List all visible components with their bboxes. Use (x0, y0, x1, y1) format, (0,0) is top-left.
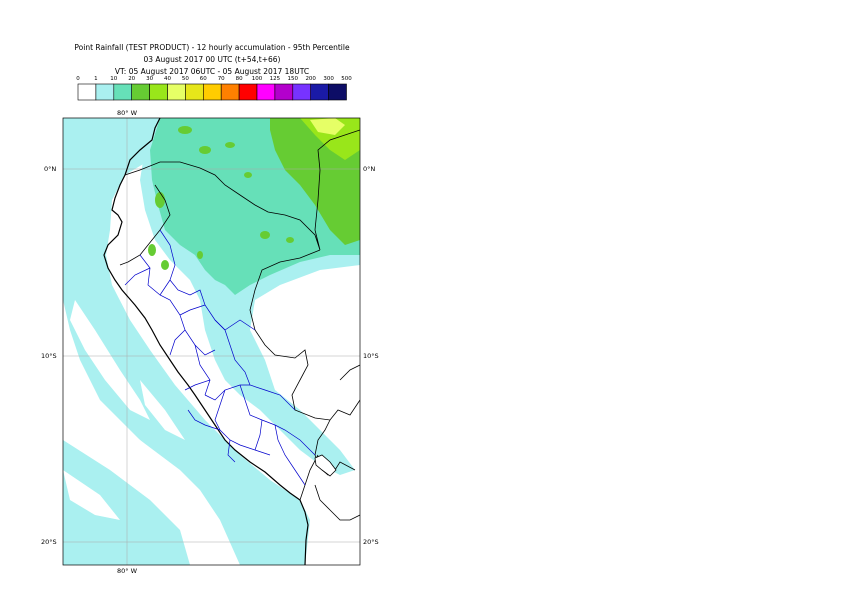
validity-time: VT: 05 August 2017 06UTC - 05 August 201… (114, 67, 310, 76)
lon-label-top: 80° W (117, 109, 138, 117)
land-rainfall-30 (300, 118, 360, 160)
map-title: Point Rainfall (TEST PRODUCT) - 12 hourl… (74, 43, 350, 52)
land-rainfall-40 (310, 118, 345, 135)
lon-label-bottom: 80° W (117, 567, 138, 575)
ocean-rainfall-area (63, 118, 310, 565)
lat-label-left-10: 10°S (41, 352, 57, 360)
lat-label-left-20: 20°S (41, 538, 57, 546)
lat-label-right-0: 0°N (363, 165, 376, 173)
admin-boundaries (124, 229, 316, 486)
country-border (124, 129, 360, 251)
country-border (119, 184, 171, 266)
ocean-rainfall-area (63, 440, 190, 565)
lat-label-right-10: 10°S (363, 352, 379, 360)
country-border (249, 249, 360, 421)
graticule (63, 118, 360, 565)
map-frame (62, 117, 361, 566)
country-border (314, 484, 360, 521)
lake-titicaca (314, 454, 337, 477)
country-border (339, 364, 360, 381)
coastline (103, 118, 309, 565)
forecast-base-time: 03 August 2017 00 UTC (t+54,t+66) (143, 55, 281, 64)
lat-label-left-0: 0°N (44, 165, 57, 173)
lat-label-right-20: 20°S (363, 538, 379, 546)
